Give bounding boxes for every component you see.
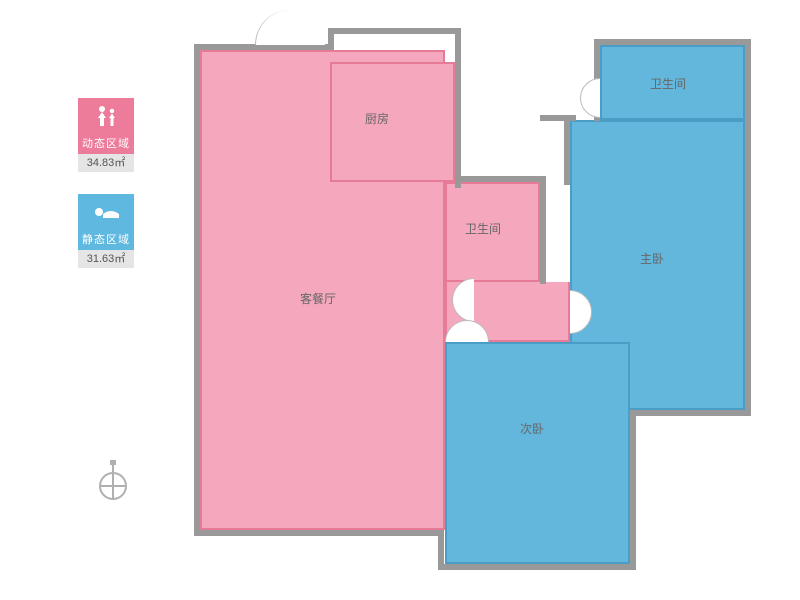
outer-wall bbox=[540, 115, 576, 121]
outer-wall bbox=[745, 39, 751, 415]
legend-dynamic-icon-box bbox=[78, 98, 134, 134]
outer-wall bbox=[438, 530, 444, 570]
legend-dynamic-value: 34.83㎡ bbox=[78, 154, 134, 172]
label-living: 客餐厅 bbox=[300, 290, 336, 307]
compass-icon bbox=[96, 460, 130, 507]
label-second: 次卧 bbox=[520, 420, 544, 437]
outer-wall bbox=[455, 28, 461, 188]
outer-wall bbox=[194, 44, 200, 536]
legend-static-value: 31.63㎡ bbox=[78, 250, 134, 268]
room-second bbox=[445, 342, 630, 564]
outer-wall bbox=[194, 530, 444, 536]
outer-wall bbox=[564, 115, 570, 185]
floorplan: 客餐厅 厨房 卫生间 主卧 卫生间 次卧 bbox=[200, 20, 760, 580]
legend-dynamic: 动态区域 34.83㎡ bbox=[78, 98, 134, 172]
label-bath1: 卫生间 bbox=[465, 220, 501, 237]
sleep-icon bbox=[91, 202, 121, 222]
outer-wall bbox=[438, 564, 636, 570]
label-master: 主卧 bbox=[640, 250, 664, 267]
outer-wall bbox=[630, 410, 636, 568]
label-bath2: 卫生间 bbox=[650, 75, 686, 92]
legend-panel: 动态区域 34.83㎡ 静态区域 31.63㎡ bbox=[78, 98, 134, 290]
outer-wall bbox=[328, 32, 334, 50]
people-icon bbox=[92, 104, 120, 128]
outer-wall bbox=[455, 176, 545, 182]
outer-wall bbox=[328, 28, 460, 34]
legend-static-icon-box bbox=[78, 194, 134, 230]
outer-wall bbox=[630, 410, 751, 416]
outer-wall bbox=[540, 176, 546, 284]
legend-static: 静态区域 31.63㎡ bbox=[78, 194, 134, 268]
legend-static-title: 静态区域 bbox=[78, 230, 134, 250]
room-kitchen bbox=[330, 62, 455, 182]
outer-wall bbox=[594, 39, 750, 45]
legend-dynamic-title: 动态区域 bbox=[78, 134, 134, 154]
label-kitchen: 厨房 bbox=[365, 110, 389, 127]
